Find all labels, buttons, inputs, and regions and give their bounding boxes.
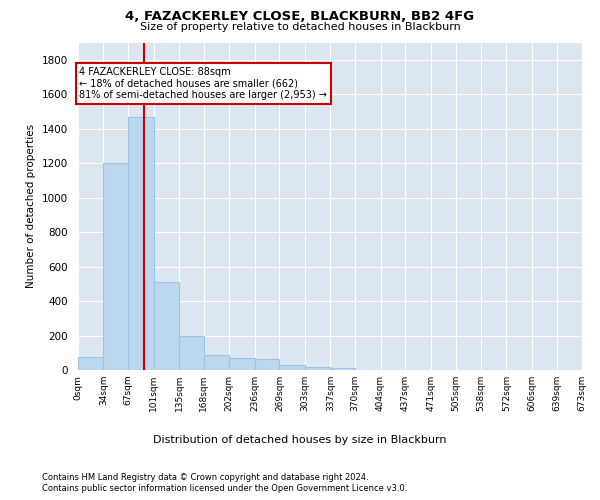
- Bar: [229, 358, 255, 370]
- Text: 4, FAZACKERLEY CLOSE, BLACKBURN, BB2 4FG: 4, FAZACKERLEY CLOSE, BLACKBURN, BB2 4FG: [125, 10, 475, 23]
- Bar: [179, 336, 204, 370]
- Text: Contains public sector information licensed under the Open Government Licence v3: Contains public sector information licen…: [42, 484, 407, 493]
- Text: Size of property relative to detached houses in Blackburn: Size of property relative to detached ho…: [140, 22, 460, 32]
- Bar: [154, 282, 179, 370]
- Text: 4 FAZACKERLEY CLOSE: 88sqm
← 18% of detached houses are smaller (662)
81% of sem: 4 FAZACKERLEY CLOSE: 88sqm ← 18% of deta…: [79, 66, 328, 100]
- Bar: [204, 356, 229, 370]
- Bar: [305, 366, 331, 370]
- Bar: [78, 357, 103, 370]
- Bar: [255, 359, 280, 370]
- Bar: [280, 365, 305, 370]
- Bar: [331, 368, 355, 370]
- Text: Distribution of detached houses by size in Blackburn: Distribution of detached houses by size …: [153, 435, 447, 445]
- Bar: [128, 116, 154, 370]
- Bar: [103, 163, 128, 370]
- Y-axis label: Number of detached properties: Number of detached properties: [26, 124, 37, 288]
- Text: Contains HM Land Registry data © Crown copyright and database right 2024.: Contains HM Land Registry data © Crown c…: [42, 472, 368, 482]
